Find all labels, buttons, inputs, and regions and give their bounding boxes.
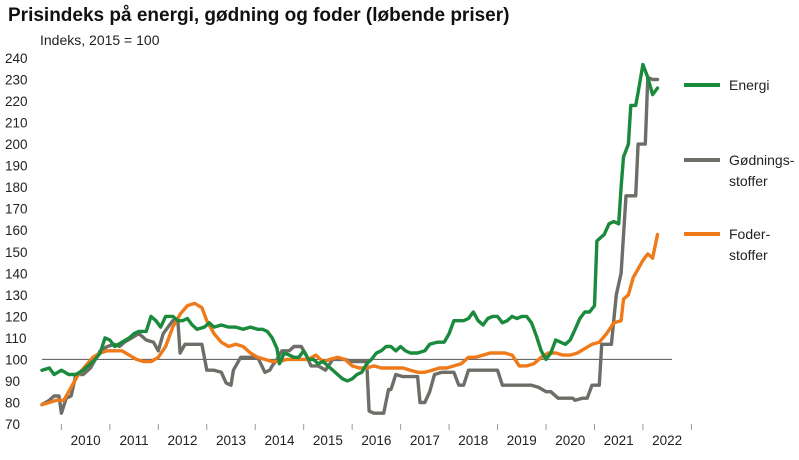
y-tick-label: 110 bbox=[5, 331, 27, 346]
y-tick-label: 220 bbox=[5, 94, 28, 109]
legend-label: Foder- bbox=[729, 226, 771, 242]
y-tick-label: 70 bbox=[5, 417, 20, 432]
y-tick-label: 240 bbox=[5, 51, 28, 66]
x-tick-label: 2017 bbox=[410, 433, 440, 448]
y-tick-label: 90 bbox=[5, 374, 20, 389]
legend-label: stoffer bbox=[729, 247, 768, 263]
y-tick-label: 170 bbox=[5, 202, 28, 217]
y-axis: 70 80 90 100 110 120 130 140 150 160 170 180 190 200 2… bbox=[5, 51, 28, 432]
y-tick-label: 160 bbox=[5, 223, 28, 238]
y-tick-label: 100 bbox=[5, 352, 28, 367]
x-tick-label: 2010 bbox=[71, 433, 101, 448]
x-tick-label: 2016 bbox=[361, 433, 391, 448]
y-tick-label: 130 bbox=[5, 288, 28, 303]
x-tick-label: 2019 bbox=[507, 433, 537, 448]
legend-label: stoffer bbox=[729, 173, 768, 189]
x-tick-label: 2022 bbox=[652, 433, 682, 448]
y-tick-label: 230 bbox=[5, 73, 28, 88]
y-tick-label: 180 bbox=[5, 180, 28, 195]
series-line-foderstoffer bbox=[40, 232, 660, 407]
y-tick-label: 210 bbox=[5, 116, 28, 131]
y-tick-label: 150 bbox=[5, 245, 28, 260]
x-axis: 2010 2011 2012 2013 2014 2015 2016 2017 2018 2019… bbox=[60, 424, 692, 448]
y-tick-label: 140 bbox=[5, 266, 28, 281]
y-axis-label: Indeks, 2015 = 100 bbox=[40, 32, 160, 48]
series-line-g-dningsstoffer bbox=[40, 75, 660, 415]
chart-title: Prisindeks på energi, gødning og foder (… bbox=[8, 5, 509, 26]
x-tick-label: 2015 bbox=[313, 433, 343, 448]
x-tick-label: 2014 bbox=[264, 433, 295, 448]
legend: Energi Gødnings-stoffer Foder-stoffer bbox=[684, 77, 795, 263]
y-tick-label: 200 bbox=[5, 137, 28, 152]
y-tick-label: 190 bbox=[5, 159, 28, 174]
x-tick-label: 2020 bbox=[555, 433, 585, 448]
series-lines bbox=[40, 62, 660, 415]
y-tick-label: 120 bbox=[5, 309, 28, 324]
x-tick-label: 2021 bbox=[604, 433, 634, 448]
legend-label: Gødnings- bbox=[729, 152, 795, 168]
y-tick-label: 80 bbox=[5, 395, 20, 410]
series-line-energi bbox=[40, 62, 660, 383]
legend-label: Energi bbox=[729, 77, 769, 93]
x-tick-label: 2012 bbox=[168, 433, 198, 448]
x-tick-label: 2018 bbox=[458, 433, 488, 448]
x-tick-label: 2013 bbox=[216, 433, 246, 448]
x-tick-label: 2011 bbox=[120, 433, 149, 448]
